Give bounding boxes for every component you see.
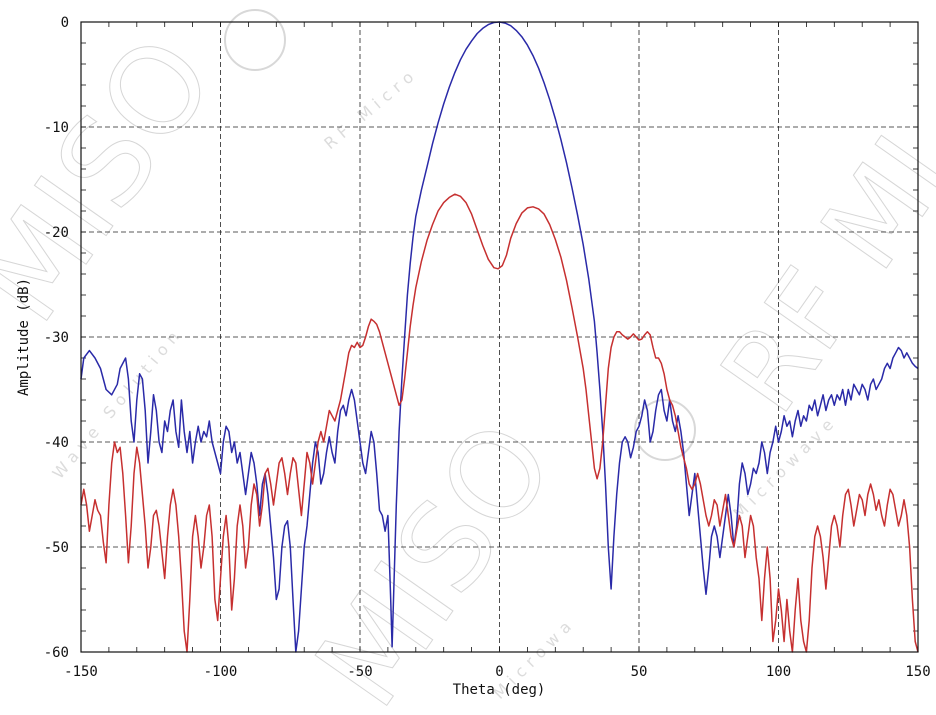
svg-text:Wave Solution: Wave Solution	[49, 323, 187, 482]
x-tick-labels: -150 -100 -50 0 50 100 150	[64, 664, 931, 680]
y-tick-labels: 0 -10 -20 -30 -40 -50 -60	[44, 15, 69, 661]
x-tick-label: -150	[64, 664, 98, 680]
x-tick-label: -50	[347, 664, 372, 680]
y-tick-label: -30	[44, 330, 69, 346]
x-tick-label: 150	[905, 664, 930, 680]
y-tick-label: -40	[44, 435, 69, 451]
plot-frame	[80, 21, 919, 653]
svg-text:Microwave: Microwave	[729, 411, 841, 523]
series-line-2	[80, 193, 919, 653]
y-tick-label: -20	[44, 225, 69, 241]
y-axis-title: Amplitude (dB)	[16, 278, 32, 396]
x-tick-label: 100	[766, 664, 791, 680]
y-tick-label: -10	[44, 120, 69, 136]
y-tick-label: -60	[44, 645, 69, 661]
x-tick-label: 0	[495, 664, 503, 680]
y-tick-label: 0	[61, 15, 69, 31]
svg-text:RF MI: RF MI	[696, 114, 936, 435]
svg-text:RF Micro: RF Micro	[320, 64, 421, 153]
x-tick-label: -100	[204, 664, 238, 680]
x-axis-title: Theta (deg)	[453, 682, 546, 698]
y-tick-label: -50	[44, 540, 69, 556]
x-tick-label: 50	[631, 664, 648, 680]
svg-text:MISO: MISO	[0, 13, 241, 346]
minor-ticks	[80, 21, 919, 653]
series-layer	[80, 21, 919, 653]
series-line-1	[80, 21, 919, 653]
